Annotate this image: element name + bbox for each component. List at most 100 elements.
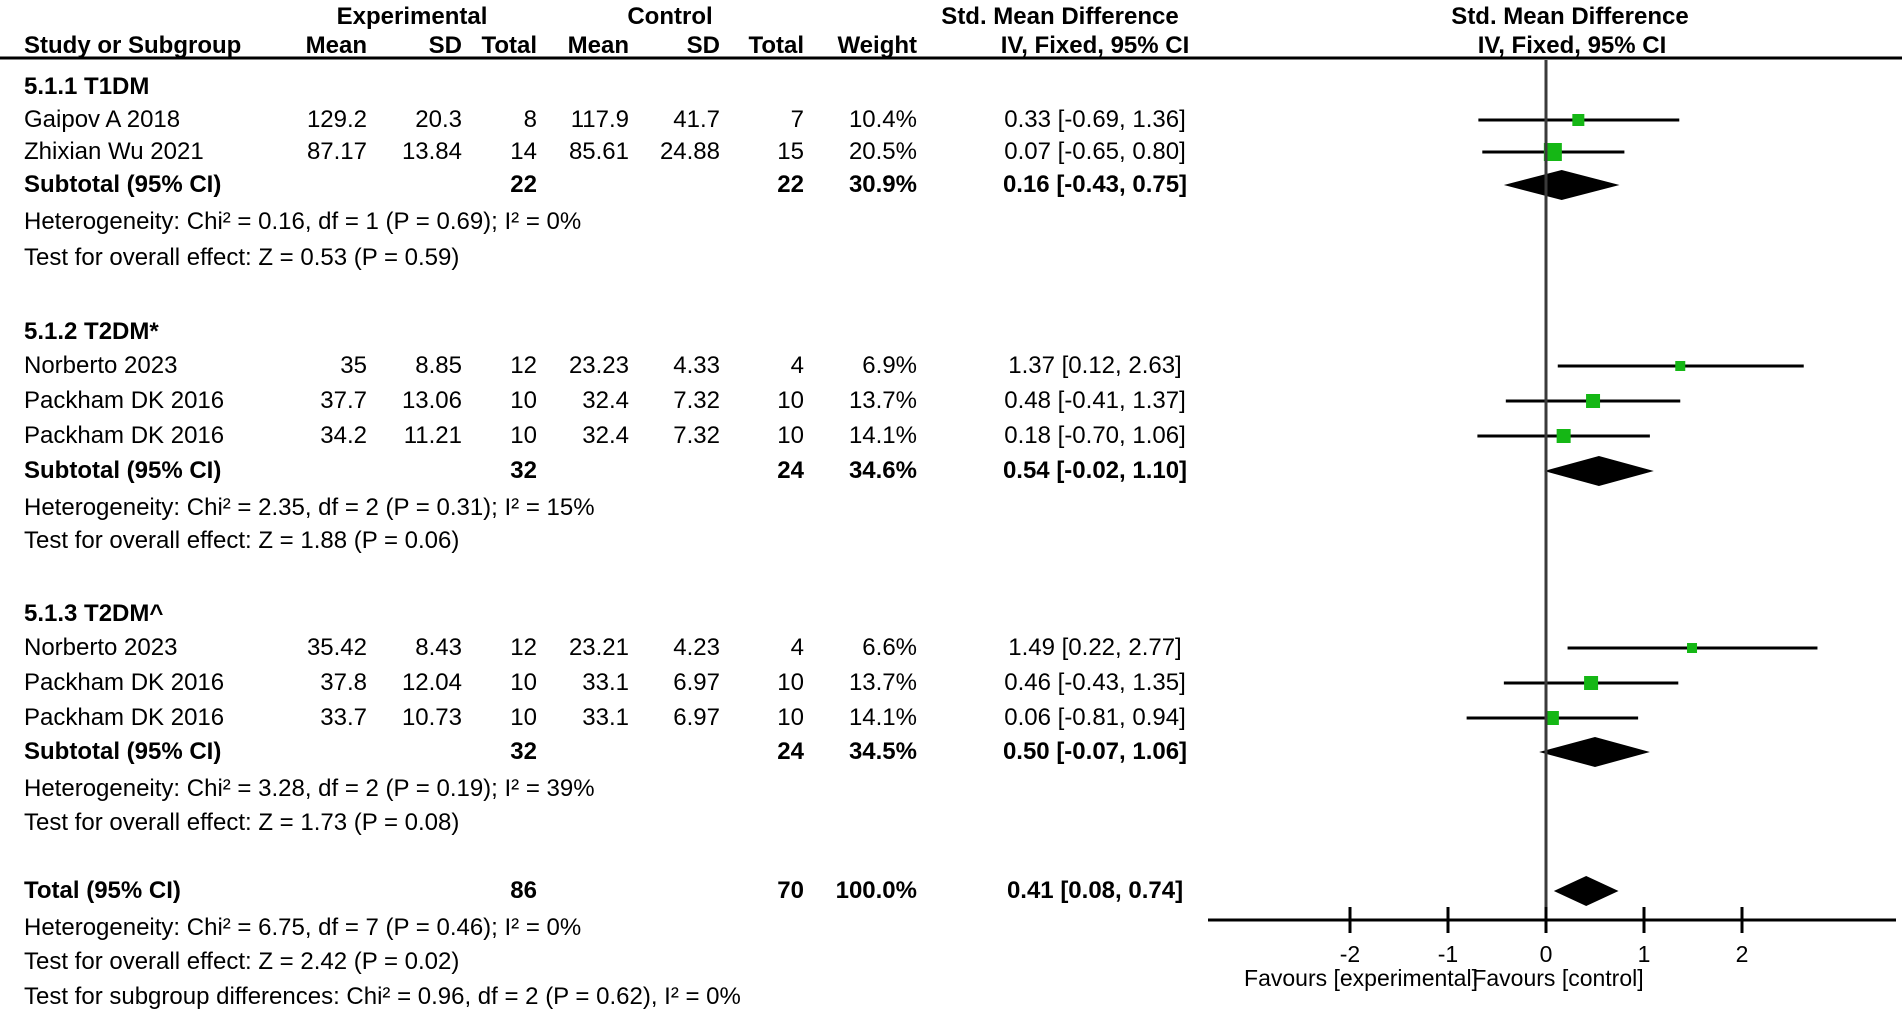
table-row: Test for subgroup differences: Chi² = 0.…	[0, 982, 1902, 1012]
ctl-total: 4	[790, 634, 804, 661]
ctl-total: 10	[777, 387, 804, 414]
col-group-experimental: Experimental	[336, 3, 488, 30]
col-group-smd-left: Std. Mean Difference	[941, 3, 1179, 30]
weight: 6.6%	[862, 634, 917, 661]
weight: 14.1%	[848, 704, 917, 731]
ci-text: 0.33 [-0.69, 1.36]	[1004, 106, 1186, 133]
table-row: Packham DK 2016 34.2 11.21 10 32.4 7.32 10 14.1…	[0, 421, 1902, 451]
table-row: Packham DK 2016 33.7 10.73 10 33.1 6.97 10 14.1…	[0, 703, 1902, 733]
col-header-ctl-total: Total	[748, 32, 804, 59]
ctl-sd: 4.23	[673, 634, 720, 661]
table-row: Packham DK 2016 37.8 12.04 10 33.1 6.97 10 13.7…	[0, 668, 1902, 698]
exp-sd: 13.06	[401, 387, 462, 414]
ctl-total: 15	[777, 138, 804, 165]
exp-total: 10	[510, 387, 537, 414]
table-row: Subtotal (95% CI) 22 22 30.9% 0.16 [-0.43, 0…	[0, 170, 1902, 200]
table-row: Test for overall effect: Z = 2.42 (P = 0…	[0, 947, 1902, 977]
table-row: Zhixian Wu 2021 87.17 13.84 14 85.61 24.88 15 2…	[0, 137, 1902, 167]
ci-text: 0.48 [-0.41, 1.37]	[1004, 387, 1186, 414]
weight: 34.5%	[848, 738, 917, 765]
exp-sd: 20.3	[415, 106, 462, 133]
exp-total: 10	[510, 422, 537, 449]
table-row: 5.1.3 T2DM^	[0, 599, 1902, 629]
col-header-ctl-sd: SD	[686, 32, 720, 59]
study-name: Packham DK 2016	[24, 387, 225, 414]
table-row: Heterogeneity: Chi² = 6.75, df = 7 (P = …	[0, 913, 1902, 943]
ctl-sd: 41.7	[673, 106, 720, 133]
col-group-control: Control	[627, 3, 713, 30]
table-row: Heterogeneity: Chi² = 3.28, df = 2 (P = …	[0, 774, 1902, 804]
table-row: Norberto 2023 35.42 8.43 12 23.21 4.23 4 6.6% 1.…	[0, 633, 1902, 663]
weight: 13.7%	[848, 669, 917, 696]
table-row: Heterogeneity: Chi² = 0.16, df = 1 (P = …	[0, 207, 1902, 237]
ctl-total: 70	[777, 877, 804, 904]
exp-total: 8	[523, 106, 537, 133]
ci-text: 0.07 [-0.65, 0.80]	[1004, 138, 1186, 165]
exp-total: 12	[510, 634, 537, 661]
ctl-total: 24	[777, 738, 804, 765]
group-label: 5.1.2 T2DM*	[24, 318, 159, 345]
heterogeneity-note: Heterogeneity: Chi² = 2.35, df = 2 (P = …	[24, 494, 595, 521]
subgroup-differences-note: Test for subgroup differences: Chi² = 0.…	[24, 983, 741, 1010]
ctl-total: 7	[790, 106, 804, 133]
exp-total: 22	[510, 171, 537, 198]
exp-total: 12	[510, 352, 537, 379]
ctl-sd: 6.97	[673, 704, 720, 731]
col-header-study: Study or Subgroup	[24, 32, 242, 59]
ci-text: 1.37 [0.12, 2.63]	[1008, 352, 1182, 379]
study-name: Packham DK 2016	[24, 704, 225, 731]
ci-text: 0.16 [-0.43, 0.75]	[1002, 171, 1188, 198]
study-name: Gaipov A 2018	[24, 106, 181, 133]
weight: 20.5%	[848, 138, 917, 165]
weight: 13.7%	[848, 387, 917, 414]
ctl-total: 10	[777, 704, 804, 731]
ctl-mean: 33.1	[582, 704, 629, 731]
table-row: Packham DK 2016 37.7 13.06 10 32.4 7.32 10 13.7…	[0, 386, 1902, 416]
ci-text: 0.50 [-0.07, 1.06]	[1002, 738, 1188, 765]
weight: 6.9%	[862, 352, 917, 379]
exp-mean: 33.7	[320, 704, 367, 731]
overall-effect-note: Test for overall effect: Z = 1.88 (P = 0…	[24, 527, 460, 554]
ctl-sd: 4.33	[673, 352, 720, 379]
total-label: Total (95% CI)	[24, 877, 181, 904]
col-header-weight: Weight	[837, 32, 917, 59]
table-row: Test for overall effect: Z = 1.88 (P = 0…	[0, 526, 1902, 556]
exp-mean: 129.2	[306, 106, 367, 133]
ci-text: 1.49 [0.22, 2.77]	[1008, 634, 1182, 661]
exp-total: 32	[510, 738, 537, 765]
ctl-total: 10	[777, 669, 804, 696]
table-row: Total (95% CI) 86 70 100.0% 0.41 [0.08, 0.74…	[0, 876, 1902, 906]
study-name: Packham DK 2016	[24, 669, 225, 696]
exp-mean: 87.17	[306, 138, 367, 165]
table-row: Subtotal (95% CI) 32 24 34.6% 0.54 [-0.02, 1…	[0, 456, 1902, 486]
exp-total: 86	[510, 877, 537, 904]
weight: 100.0%	[835, 877, 917, 904]
ctl-sd: 7.32	[673, 422, 720, 449]
subtotal-label: Subtotal (95% CI)	[24, 457, 222, 484]
study-name: Norberto 2023	[24, 634, 178, 661]
ctl-mean: 23.23	[568, 352, 629, 379]
exp-total: 32	[510, 457, 537, 484]
ctl-total: 4	[790, 352, 804, 379]
col-header-exp-total: Total	[481, 32, 537, 59]
table-row: Gaipov A 2018 129.2 20.3 8 117.9 41.7 7 10.4% 0.…	[0, 105, 1902, 135]
exp-total: 14	[510, 138, 537, 165]
exp-mean: 35	[340, 352, 367, 379]
table-row: Test for overall effect: Z = 0.53 (P = 0…	[0, 243, 1902, 273]
overall-effect-note: Test for overall effect: Z = 0.53 (P = 0…	[24, 244, 460, 271]
weight: 10.4%	[848, 106, 917, 133]
ctl-total: 24	[777, 457, 804, 484]
exp-mean: 34.2	[320, 422, 367, 449]
heterogeneity-note: Heterogeneity: Chi² = 3.28, df = 2 (P = …	[24, 775, 595, 802]
exp-sd: 12.04	[401, 669, 462, 696]
study-name: Zhixian Wu 2021	[24, 138, 204, 165]
subtotal-label: Subtotal (95% CI)	[24, 738, 222, 765]
ci-text: 0.54 [-0.02, 1.10]	[1002, 457, 1188, 484]
exp-sd: 8.43	[415, 634, 462, 661]
ctl-mean: 32.4	[582, 422, 629, 449]
table-row: Test for overall effect: Z = 1.73 (P = 0…	[0, 808, 1902, 838]
heterogeneity-note: Heterogeneity: Chi² = 6.75, df = 7 (P = …	[24, 914, 582, 941]
study-name: Norberto 2023	[24, 352, 178, 379]
ctl-total: 22	[777, 171, 804, 198]
